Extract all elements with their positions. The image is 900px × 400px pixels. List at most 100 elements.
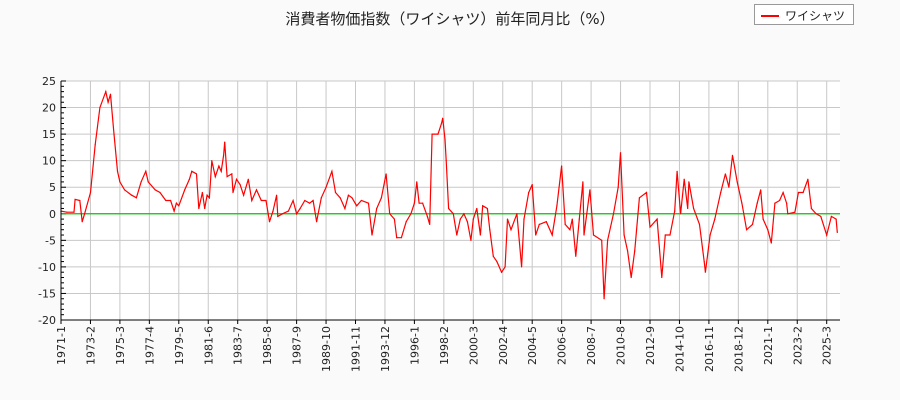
y-tick-label: -10 [38, 261, 56, 274]
y-tick-label: -20 [38, 314, 56, 327]
data-point [692, 207, 695, 210]
data-point [703, 260, 705, 263]
data-point [116, 170, 119, 172]
data-point [638, 197, 640, 199]
data-point [664, 234, 666, 236]
x-tick-label: 1996-1 [408, 326, 421, 365]
data-point [339, 197, 341, 199]
data-point [669, 234, 671, 236]
data-point [440, 122, 443, 125]
data-point [371, 234, 373, 236]
data-point [320, 197, 322, 199]
data-point [400, 237, 403, 239]
data-point [444, 138, 446, 141]
data-point [265, 199, 267, 202]
data-point [528, 191, 530, 194]
data-point [564, 223, 566, 225]
data-point [191, 170, 193, 172]
data-point [683, 178, 685, 180]
data-point [224, 141, 226, 143]
data-point [623, 234, 625, 236]
data-point [220, 170, 222, 172]
data-point [195, 173, 198, 175]
data-point [376, 207, 378, 210]
data-point [674, 210, 676, 212]
data-point [426, 215, 428, 218]
data-point [736, 181, 738, 183]
x-tick-label: 1991-11 [350, 326, 363, 372]
data-point [389, 213, 391, 215]
data-point [617, 186, 619, 188]
x-tick-label: 1989-10 [320, 326, 333, 372]
data-point [452, 213, 454, 215]
x-tick-label: 1993-12 [379, 326, 392, 372]
data-point [344, 207, 346, 210]
data-point [173, 210, 175, 212]
data-point [81, 221, 83, 223]
x-tick-label: 2004-5 [526, 326, 539, 365]
data-point [226, 176, 228, 178]
data-point [556, 205, 558, 207]
data-point [797, 191, 800, 194]
data-point [661, 276, 663, 279]
data-point [709, 234, 711, 236]
data-point [445, 160, 447, 162]
data-point [255, 189, 258, 191]
data-point [169, 199, 172, 202]
data-point [251, 199, 253, 202]
data-point [704, 271, 706, 273]
data-point [235, 178, 238, 180]
data-point [351, 197, 353, 199]
data-point [206, 194, 208, 196]
x-tick-label: 1977-4 [143, 326, 156, 365]
data-point [296, 213, 298, 215]
data-point [135, 197, 137, 199]
data-point [820, 215, 822, 218]
data-point [578, 218, 580, 220]
data-point [325, 186, 327, 188]
data-point [79, 199, 81, 202]
data-point [184, 189, 186, 191]
x-tick-label: 2002-4 [497, 326, 510, 365]
data-point [470, 239, 472, 241]
y-tick-label: 5 [49, 181, 56, 194]
data-point [569, 229, 571, 231]
data-point [429, 223, 431, 225]
data-point [815, 213, 817, 215]
data-point [774, 202, 776, 204]
data-point [835, 218, 837, 220]
data-point [442, 117, 444, 119]
y-tick-label: 20 [42, 102, 56, 115]
data-point [619, 152, 622, 154]
y-tick-label: 25 [42, 75, 56, 88]
data-point [760, 189, 762, 191]
data-point [418, 202, 420, 204]
data-point [154, 189, 156, 191]
legend-label: ワイシャツ [785, 9, 846, 23]
y-tick-label: -15 [38, 287, 56, 300]
data-point [583, 234, 585, 236]
data-point [239, 183, 241, 186]
data-point [728, 186, 730, 188]
data-point [612, 213, 615, 215]
data-point [476, 207, 478, 210]
data-point [756, 202, 758, 204]
data-point [272, 210, 274, 212]
x-tick-label: 1981-6 [202, 326, 215, 365]
data-point [73, 211, 75, 213]
data-point [175, 202, 178, 204]
data-point [178, 205, 180, 207]
data-point [634, 250, 636, 252]
data-point [698, 223, 701, 225]
data-point [782, 191, 784, 194]
legend: ワイシャツ [754, 4, 854, 25]
data-point [211, 160, 213, 162]
data-point [506, 218, 509, 220]
x-tick-label: 2021-1 [762, 326, 775, 365]
data-point [334, 191, 337, 194]
data-point [720, 191, 722, 194]
data-point [312, 199, 314, 202]
x-tick-label: 2012-9 [644, 326, 657, 365]
data-point [807, 178, 809, 180]
